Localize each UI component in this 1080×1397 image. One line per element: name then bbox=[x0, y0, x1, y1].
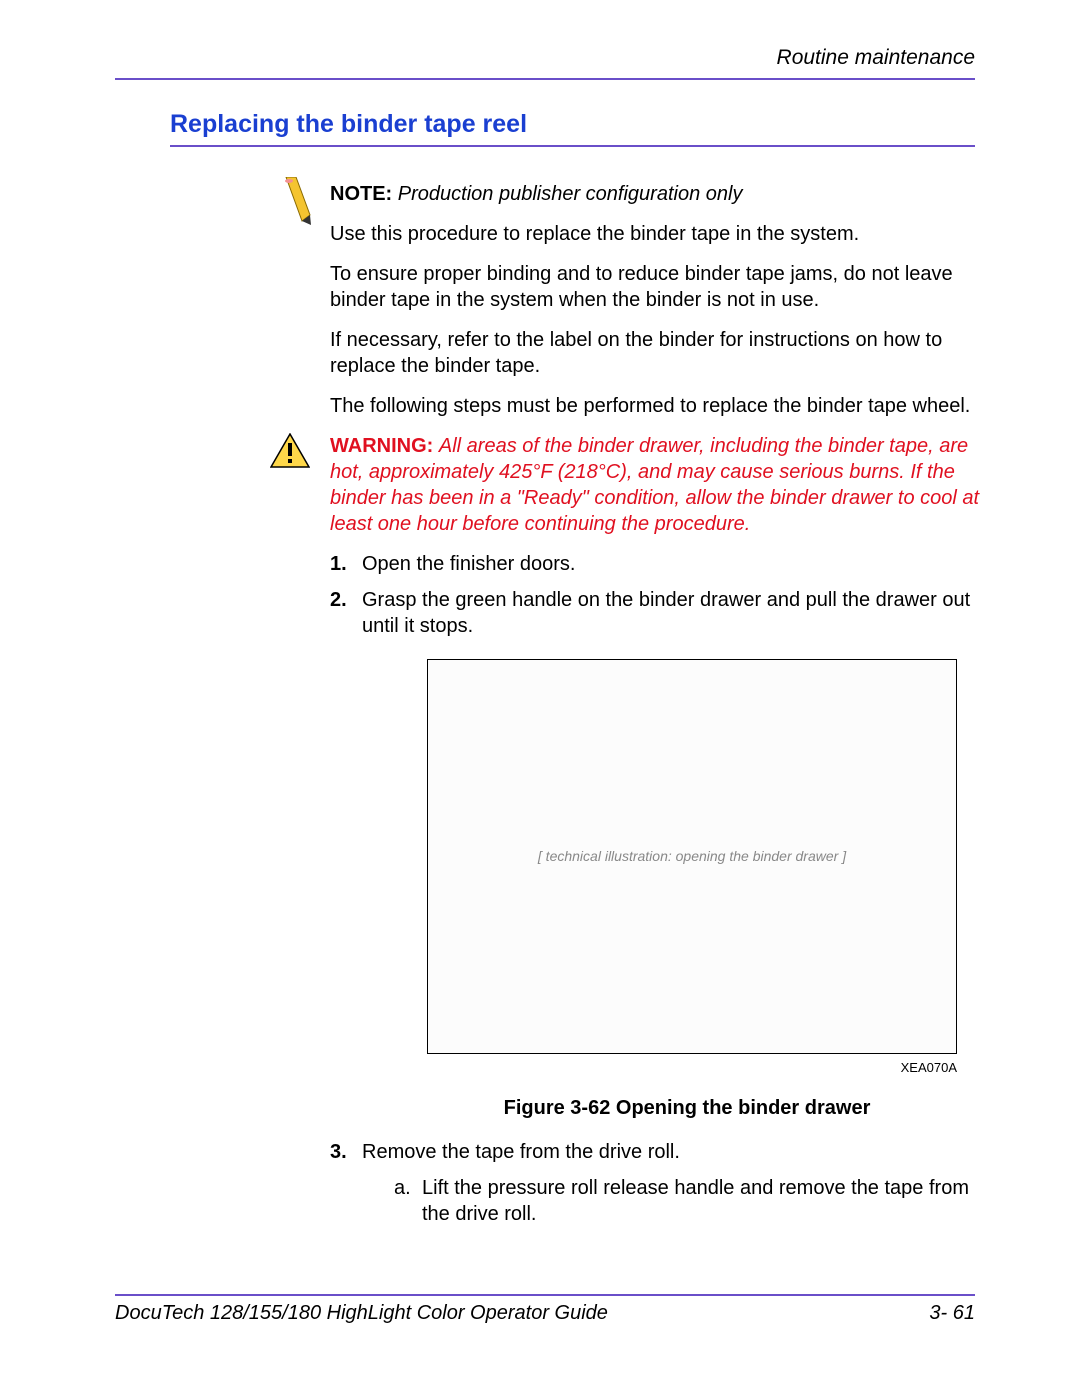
page-footer: DocuTech 128/155/180 HighLight Color Ope… bbox=[115, 1294, 975, 1325]
steps-list: Open the finisher doors. Grasp the green… bbox=[330, 551, 980, 1227]
figure-illustration: [ technical illustration: opening the bi… bbox=[427, 659, 957, 1054]
note-line: NOTE: Production publisher configuration… bbox=[330, 181, 980, 207]
figure-caption: Figure 3-62 Opening the binder drawer bbox=[362, 1095, 1012, 1121]
step-text: Grasp the green handle on the binder dra… bbox=[362, 589, 970, 637]
step-item: Grasp the green handle on the binder dra… bbox=[330, 587, 980, 1121]
sub-step-item: a. Lift the pressure roll release handle… bbox=[394, 1175, 980, 1227]
figure-wrap: [ technical illustration: opening the bi… bbox=[362, 659, 980, 1121]
warning-label: WARNING: bbox=[330, 435, 433, 457]
content-area: NOTE: Production publisher configuration… bbox=[330, 181, 980, 1227]
note-text: Production publisher configuration only bbox=[398, 183, 743, 205]
warning-triangle-icon bbox=[270, 433, 310, 469]
step-item: Open the finisher doors. bbox=[330, 551, 980, 577]
figure-ref: XEA070A bbox=[362, 1060, 957, 1077]
page-body: Routine maintenance Replacing the binder… bbox=[115, 46, 975, 1237]
sub-step-marker: a. bbox=[394, 1175, 411, 1201]
step-text: Open the finisher doors. bbox=[362, 553, 575, 575]
header-section-label: Routine maintenance bbox=[115, 46, 975, 80]
sub-step-text: Lift the pressure roll release handle an… bbox=[422, 1177, 969, 1225]
paragraph: The following steps must be performed to… bbox=[330, 393, 980, 419]
note-pencil-icon bbox=[280, 177, 314, 227]
title-rule bbox=[170, 145, 975, 147]
warning-block: WARNING: All areas of the binder drawer,… bbox=[330, 433, 980, 537]
note-label: NOTE: bbox=[330, 183, 392, 205]
footer-page-number: 3- 61 bbox=[929, 1302, 975, 1325]
paragraph: Use this procedure to replace the binder… bbox=[330, 221, 980, 247]
page-title: Replacing the binder tape reel bbox=[170, 110, 975, 139]
step-text: Remove the tape from the drive roll. bbox=[362, 1141, 680, 1163]
paragraph: To ensure proper binding and to reduce b… bbox=[330, 261, 980, 313]
sub-step-list: a. Lift the pressure roll release handle… bbox=[362, 1175, 980, 1227]
paragraph: If necessary, refer to the label on the … bbox=[330, 327, 980, 379]
footer-doc-title: DocuTech 128/155/180 HighLight Color Ope… bbox=[115, 1302, 608, 1325]
step-item: Remove the tape from the drive roll. a. … bbox=[330, 1139, 980, 1227]
